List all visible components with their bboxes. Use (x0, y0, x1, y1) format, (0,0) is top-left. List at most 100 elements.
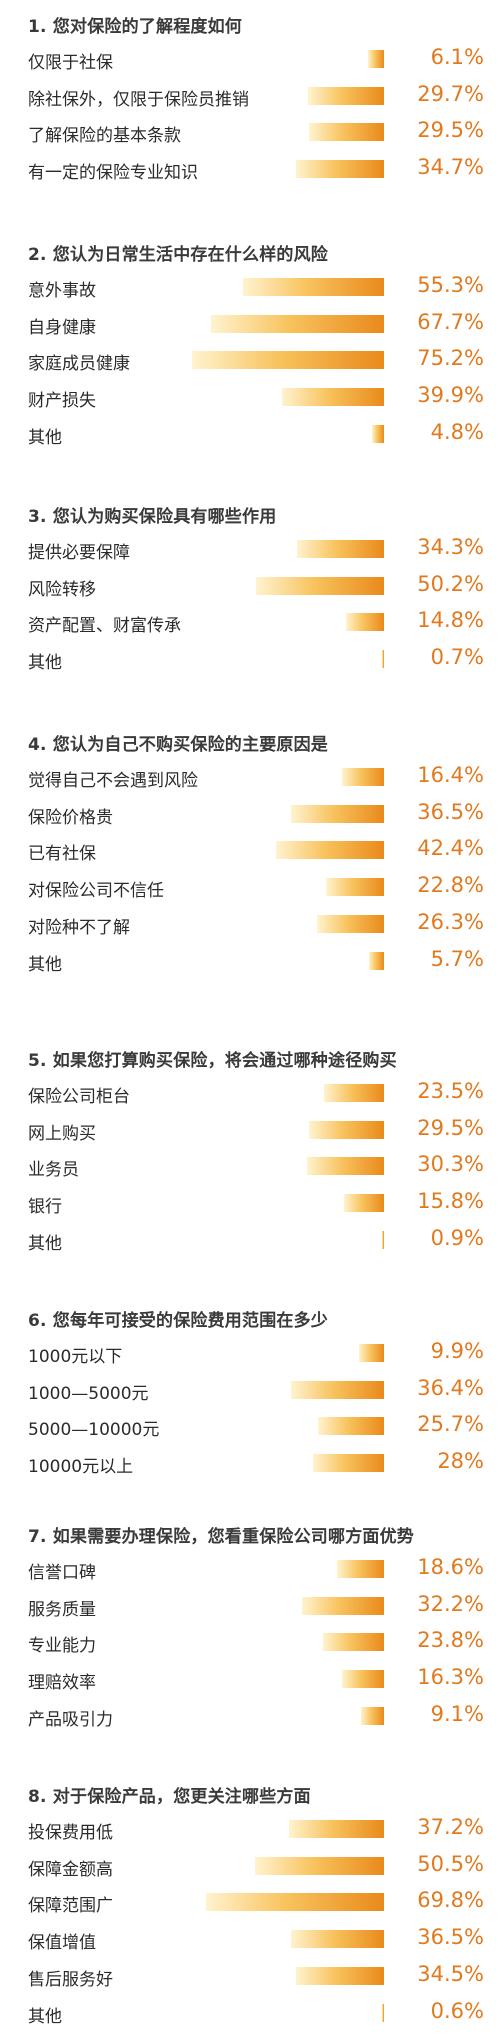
bar-row: 售后服务好 34.5% (0, 1957, 500, 1995)
category-label: 对险种不了解 (28, 917, 130, 938)
category-label: 售后服务好 (28, 1969, 113, 1990)
category-label: 业务员 (28, 1160, 79, 1181)
value-label: 36.5% (417, 799, 484, 824)
bar-row: 保险公司柜台 23.5% (0, 1074, 500, 1112)
category-label: 仅限于社保 (28, 53, 113, 73)
bar-row: 自身健康 67.7% (0, 305, 500, 343)
value-bar (368, 50, 384, 68)
value-bar (358, 1344, 384, 1362)
category-label: 资产配置、财富传承 (28, 616, 181, 637)
value-label: 22.8% (417, 873, 484, 898)
chart-title: 6. 您每年可接受的保险费用范围在多少 (28, 1311, 329, 1331)
value-label: 23.8% (417, 1628, 484, 1653)
value-label: 15.8% (417, 1189, 484, 1214)
value-bar (211, 314, 384, 333)
category-label: 银行 (28, 1197, 62, 1218)
value-bar (382, 2003, 384, 2022)
category-label: 其他 (28, 653, 62, 674)
bar-row: 专业能力 23.8% (0, 1623, 500, 1661)
category-label: 提供必要保障 (28, 543, 130, 563)
value-bar (323, 1633, 384, 1652)
bar-row: 其他 5.7% (0, 942, 500, 980)
value-bar (290, 804, 384, 823)
bar-row: 提供必要保障 34.3% (0, 530, 500, 568)
value-bar (342, 1670, 384, 1689)
value-bar (301, 1596, 384, 1615)
value-bar (192, 351, 384, 370)
value-label: 32.2% (417, 1591, 484, 1616)
value-bar (369, 951, 384, 970)
category-label: 自身健康 (28, 317, 96, 338)
value-label: 0.7% (430, 645, 484, 670)
value-bar (243, 278, 384, 296)
chart-title: 7. 如果需要办理保险，您看重保险公司哪方面优势 (28, 1527, 415, 1547)
value-bar (275, 841, 384, 860)
category-label: 5000—10000元 (28, 1420, 160, 1441)
value-label: 26.3% (417, 909, 484, 934)
chart-title: 2. 您认为日常生活中存在什么样的风险 (28, 245, 329, 265)
bar-row: 理赔效率 16.3% (0, 1660, 500, 1698)
value-bar (346, 613, 384, 632)
category-label: 投保费用低 (28, 1823, 113, 1843)
value-label: 29.5% (417, 118, 484, 143)
chart-title: 1. 您对保险的了解程度如何 (28, 17, 243, 37)
bar-row: 了解保险的基本条款 29.5% (0, 113, 500, 151)
bar-row: 资产配置、财富传承 14.8% (0, 603, 500, 641)
bar-row: 保障金额高 50.5% (0, 1847, 500, 1885)
category-label: 财产损失 (28, 391, 96, 412)
bar-row: 仅限于社保 6.1% (0, 40, 500, 78)
value-label: 37.2% (417, 1815, 484, 1839)
category-label: 保险公司柜台 (28, 1087, 130, 1107)
category-label: 风险转移 (28, 579, 96, 600)
value-label: 29.5% (417, 1115, 484, 1140)
value-label: 50.2% (417, 571, 484, 596)
bar-row: 信誉口碑 18.6% (0, 1550, 500, 1588)
value-label: 34.7% (417, 155, 484, 180)
category-label: 了解保险的基本条款 (28, 126, 181, 147)
category-label: 其他 (28, 427, 62, 448)
chart-title: 8. 对于保险产品，您更关注哪些方面 (28, 1787, 311, 1807)
value-label: 0.9% (430, 1225, 484, 1250)
bar-row: 保值增值 36.5% (0, 1920, 500, 1958)
bar-row: 家庭成员健康 75.2% (0, 341, 500, 379)
category-label: 对保险公司不信任 (28, 881, 164, 902)
bar-row: 其他 4.8% (0, 415, 500, 453)
bar-row: 风险转移 50.2% (0, 567, 500, 605)
bar-row: 产品吸引力 9.1% (0, 1697, 500, 1735)
bar-row: 财产损失 39.9% (0, 378, 500, 416)
bar-row: 有一定的保险专业知识 34.7% (0, 150, 500, 188)
category-label: 1000元以下 (28, 1347, 123, 1367)
value-label: 42.4% (417, 836, 484, 861)
category-label: 保障金额高 (28, 1859, 113, 1880)
value-bar (290, 1930, 384, 1949)
value-label: 16.3% (417, 1665, 484, 1690)
category-label: 保险价格贵 (28, 807, 113, 828)
value-bar (256, 576, 384, 595)
value-label: 4.8% (430, 419, 484, 444)
value-label: 29.7% (417, 81, 484, 106)
value-label: 25.7% (417, 1412, 484, 1437)
value-bar (308, 86, 384, 105)
category-label: 已有社保 (28, 844, 96, 865)
bar-row: 除社保外，仅限于保险员推销 29.7% (0, 77, 500, 115)
value-bar (296, 1966, 384, 1985)
chart-title: 5. 如果您打算购买保险，将会通过哪种途径购买 (28, 1051, 397, 1071)
bar-row: 其他 0.7% (0, 640, 500, 678)
value-label: 30.3% (417, 1152, 484, 1177)
value-bar (291, 1380, 384, 1399)
value-bar (371, 424, 384, 443)
value-label: 67.7% (417, 309, 484, 334)
category-label: 其他 (28, 954, 62, 975)
value-bar (336, 1560, 384, 1578)
bar-row: 网上购买 29.5% (0, 1111, 500, 1149)
bar-row: 觉得自己不会遇到风险 16.4% (0, 758, 500, 796)
value-bar (360, 1706, 384, 1725)
bar-row: 其他 0.9% (0, 1221, 500, 1259)
value-bar (316, 914, 384, 933)
category-label: 10000元以上 (28, 1457, 134, 1478)
chart-title: 3. 您认为购买保险具有哪些作用 (28, 507, 277, 527)
value-bar (324, 1084, 384, 1102)
value-bar (295, 160, 384, 179)
bar-row: 已有社保 42.4% (0, 831, 500, 869)
